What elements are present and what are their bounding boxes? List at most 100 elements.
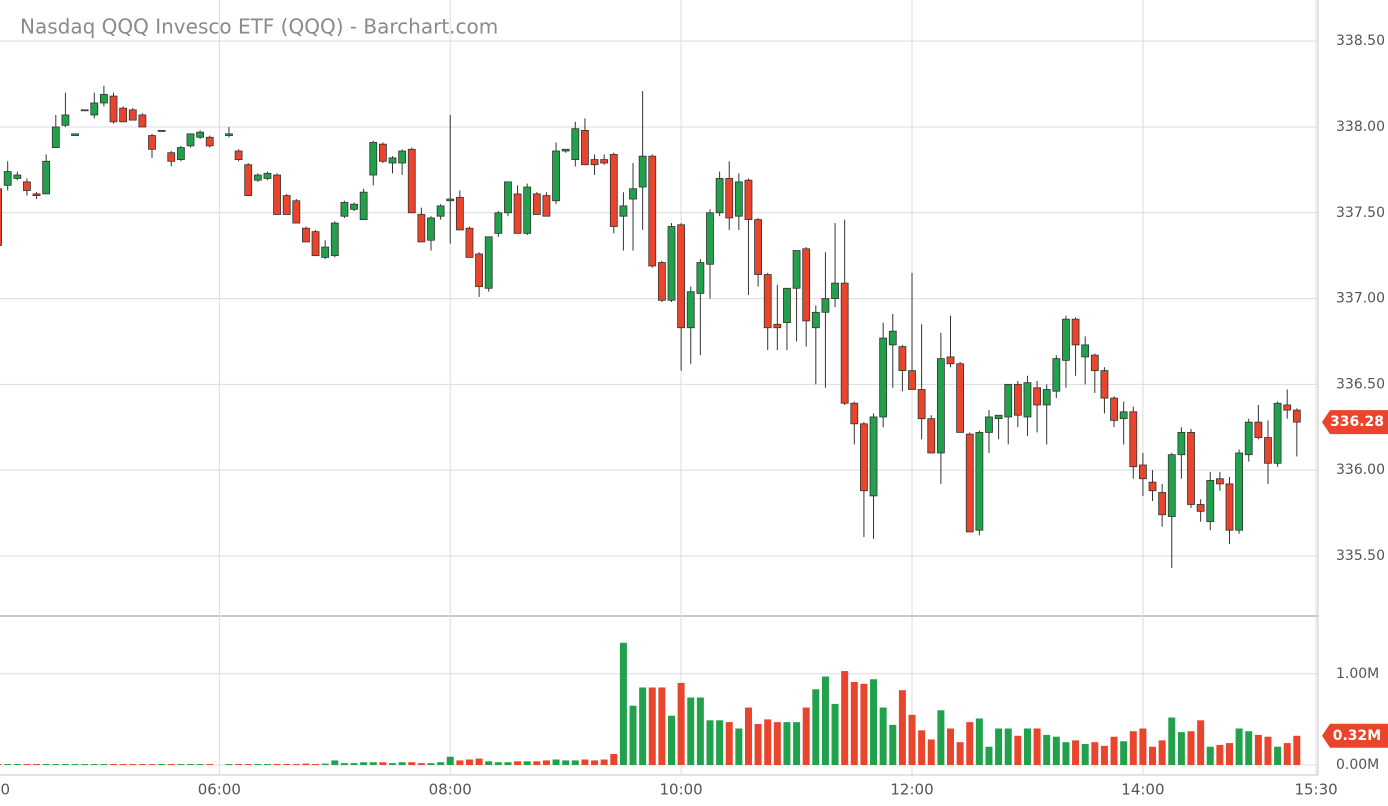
candle-body	[359, 191, 368, 221]
candle-body	[321, 246, 330, 258]
volume-bar	[42, 764, 50, 765]
volume-bar	[1225, 743, 1233, 765]
volume-bar	[129, 764, 137, 765]
candle-body	[975, 432, 984, 531]
volume-bar	[523, 761, 531, 765]
candle-body	[388, 157, 397, 164]
candle-body	[744, 179, 753, 221]
x-tick-label: 15:30	[1294, 781, 1337, 799]
candle-body	[205, 136, 214, 147]
candle-body	[475, 253, 483, 287]
volume-bar	[292, 764, 300, 765]
volume-bar	[23, 764, 31, 765]
candle-body	[263, 172, 272, 179]
volume-bar	[360, 762, 368, 765]
candle-body	[1062, 318, 1070, 361]
marks	[0, 85, 1301, 765]
candle-body	[1244, 421, 1253, 456]
volume-bar	[1043, 734, 1051, 765]
candle-body	[350, 203, 358, 210]
candle-body	[3, 171, 12, 186]
x-tick-label: 12:00	[890, 781, 933, 799]
volume-bar	[427, 763, 435, 765]
candle-body	[244, 164, 253, 197]
candle-body	[831, 282, 839, 299]
volume-bar	[13, 764, 21, 765]
candle-body	[186, 133, 195, 147]
volume-bar	[648, 687, 656, 765]
candle-body	[1033, 387, 1041, 406]
volume-bar	[927, 739, 935, 765]
volume-bar	[591, 760, 599, 765]
candle-body	[1100, 370, 1109, 399]
volume-bar	[619, 642, 627, 765]
candle-body	[677, 224, 686, 329]
candle-body	[128, 109, 137, 121]
volume-bar	[206, 764, 214, 765]
candle-body	[523, 186, 532, 234]
candle-body	[504, 181, 512, 214]
volume-bar	[273, 764, 281, 765]
volume-bar	[879, 707, 887, 765]
volume-bar	[1187, 731, 1195, 765]
volume-bar	[475, 758, 483, 765]
volume-bar	[725, 722, 733, 765]
candle-body	[311, 231, 320, 257]
volume-bar	[408, 762, 416, 765]
candle-body	[1187, 432, 1195, 505]
last-volume-label: 0.32M	[1333, 728, 1381, 744]
candle-body	[196, 131, 205, 138]
candle-body	[1215, 478, 1224, 485]
candle-body	[465, 227, 474, 258]
volume-bar	[1206, 746, 1214, 765]
candle-body	[455, 196, 464, 231]
volume-bar	[706, 720, 714, 765]
volume-bar	[1197, 720, 1205, 765]
volume-bar	[1110, 736, 1118, 765]
candle-body	[138, 114, 147, 128]
volume-bar	[985, 746, 993, 765]
volume-bar	[1100, 745, 1108, 765]
candle-body	[1071, 318, 1080, 346]
volume-bar	[1062, 742, 1070, 765]
volume-bar	[167, 764, 175, 765]
volume-bar	[735, 728, 743, 765]
volume-bar	[552, 759, 560, 765]
candle-body	[100, 93, 108, 104]
volume-bar	[456, 760, 464, 765]
candle-body	[13, 174, 22, 179]
volume-bar	[821, 676, 829, 765]
volume-bar	[1168, 717, 1176, 765]
volume-bar	[119, 764, 127, 765]
candle-body	[802, 248, 811, 322]
volume-bar	[1274, 746, 1282, 765]
candle-body	[71, 133, 79, 136]
y-tick-label: 337.50	[1336, 205, 1385, 221]
candle-body	[956, 363, 965, 433]
volume-bar	[71, 764, 79, 765]
candle-body	[965, 433, 974, 533]
volume-bar	[850, 682, 858, 765]
volume-bar	[1004, 728, 1012, 765]
y-tick-label: 336.00	[1336, 462, 1385, 478]
volume-bar	[1129, 731, 1137, 765]
candle-body	[581, 130, 589, 166]
volume-bar	[841, 671, 849, 765]
volume-bar	[350, 763, 358, 765]
candle-body	[811, 311, 820, 329]
volume-bar	[138, 764, 146, 765]
volume-bar	[639, 687, 647, 765]
candle-body	[696, 262, 705, 294]
volume-bar	[610, 754, 618, 765]
volume-bar	[494, 762, 502, 765]
candle-body	[427, 217, 435, 241]
candle-body	[80, 109, 89, 112]
candle-body	[725, 178, 734, 219]
volume-bar	[889, 724, 897, 765]
candle-body	[532, 193, 541, 215]
volume-bar	[542, 760, 550, 765]
candle-body	[715, 178, 724, 214]
candle-body	[706, 212, 714, 265]
candle-body	[754, 219, 762, 275]
